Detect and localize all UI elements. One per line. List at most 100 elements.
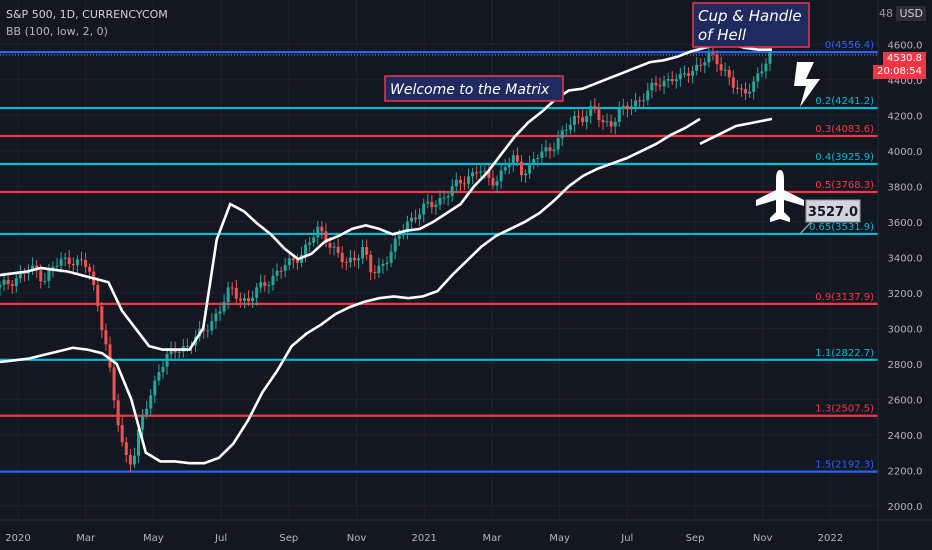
lower-band-tail [699, 117, 773, 145]
candle-body-171 [695, 64, 699, 71]
candle-body-32 [128, 455, 132, 465]
candle-body-26 [104, 330, 108, 345]
fib-label-5: 0.65(3531.9) [809, 222, 874, 233]
candle-body-80 [324, 231, 328, 244]
candle-body-156 [634, 100, 638, 107]
time-axis[interactable]: 2020 Mar May Jul Sep Nov 2021 Mar May Jul Sep Nov 20… [0, 519, 932, 544]
candle-body-176 [715, 54, 719, 65]
candle-body-29 [116, 400, 120, 426]
candle-body-15 [59, 258, 63, 266]
candle-body-158 [642, 100, 646, 102]
currency-indicator[interactable]: 48 USD [879, 6, 926, 21]
candle-body-121 [491, 177, 495, 186]
candle-body-1 [2, 279, 6, 285]
candle-body-109 [442, 197, 446, 199]
candle-body-151 [613, 121, 617, 127]
matrix-callout[interactable]: Welcome to the Matrix [384, 75, 564, 102]
candle-body-38 [153, 380, 157, 396]
currency-label: USD [896, 6, 926, 21]
candle-body-71 [287, 258, 291, 266]
candle-body-135 [548, 147, 552, 152]
fib-label-6: 0.9(3137.9) [815, 292, 874, 303]
candle-body-22 [88, 266, 92, 272]
candle-body-93 [377, 265, 381, 274]
candle-body-185 [752, 81, 756, 92]
candle-body-33 [132, 455, 136, 465]
y-tick-2200: 2200.0 [888, 466, 923, 477]
candle-body-59 [238, 298, 242, 301]
y-tick-4600: 4600.0 [888, 40, 923, 51]
countdown-tag: 20:08:54 [873, 65, 926, 79]
y-tick-4000: 4000.0 [888, 147, 923, 158]
last-price-tag: 4530.8 [883, 52, 926, 66]
candle-body-153 [621, 105, 625, 110]
y-tick-2600: 2600.0 [888, 395, 923, 406]
candle-body-12 [47, 269, 51, 281]
candle-body-21 [84, 260, 88, 267]
x-tick-9: Jul [620, 533, 633, 544]
candle-body-51 [206, 330, 210, 332]
candle-body-27 [108, 344, 112, 368]
candle-body-154 [625, 105, 629, 110]
candle-body-82 [332, 246, 336, 248]
price-axis[interactable]: 2000.0 2200.0 2400.0 2600.0 2800.0 3000.0 3200… [877, 0, 923, 550]
candle-body-161 [654, 82, 658, 86]
candle-body-142 [577, 116, 581, 118]
y-tick-2400: 2400.0 [888, 431, 923, 442]
candle-body-125 [507, 164, 511, 168]
candle-body-117 [475, 172, 479, 174]
candle-body-56 [226, 287, 230, 303]
symbol-title[interactable]: S&P 500, 1D, CURRENCYCOM [6, 8, 168, 21]
candle-body-149 [605, 121, 609, 123]
candle-body-67 [271, 275, 275, 285]
candle-body-165 [670, 78, 674, 82]
candle-body-96 [389, 251, 393, 263]
candle-body-91 [369, 254, 373, 273]
candle-body-73 [295, 260, 299, 263]
candle-body-24 [96, 284, 100, 307]
candle-body-86 [348, 257, 352, 263]
candle-body-134 [544, 147, 548, 152]
target-price-label[interactable]: 3527.0 [799, 199, 861, 235]
candle-body-68 [275, 270, 279, 276]
lower-band-line [0, 117, 701, 465]
candle-body-4 [14, 278, 18, 287]
candle-body-83 [336, 246, 340, 253]
x-tick-2: May [143, 533, 164, 544]
y-tick-3800: 3800.0 [888, 182, 923, 193]
candle-body-53 [214, 313, 218, 322]
candle-body-42 [169, 348, 173, 355]
candle-body-167 [678, 73, 682, 80]
candle-body-103 [418, 214, 422, 220]
candle-body-37 [149, 395, 153, 409]
candle-body-144 [585, 116, 589, 123]
x-tick-10: Sep [686, 533, 705, 544]
cup-handle-callout[interactable]: Cup & Handle of Hell [692, 2, 810, 48]
candle-body-183 [744, 89, 748, 94]
candle-body-61 [247, 298, 251, 302]
candle-body-87 [352, 257, 356, 261]
candle-body-155 [629, 106, 633, 110]
candle-body-2 [6, 279, 10, 285]
candle-body-136 [552, 149, 556, 152]
y-tick-3000: 3000.0 [888, 324, 923, 335]
candle-body-168 [682, 73, 686, 75]
candle-body-128 [519, 161, 523, 176]
candle-body-62 [251, 297, 255, 302]
candle-body-58 [234, 287, 238, 299]
candle-body-85 [344, 261, 348, 263]
candle-body-129 [524, 173, 528, 176]
x-tick-3: Jul [214, 533, 227, 544]
candle-body-44 [177, 351, 181, 353]
indicator-title[interactable]: BB (100, low, 2, 0) [6, 25, 108, 38]
candle-body-126 [511, 155, 515, 165]
candle-body-100 [405, 221, 409, 232]
candle-body-146 [593, 106, 597, 110]
candle-body-3 [10, 284, 14, 287]
candle-body-169 [687, 73, 691, 76]
lightning-icon [794, 62, 820, 107]
y-tick-3400: 3400.0 [888, 253, 923, 264]
candle-body-120 [487, 170, 491, 178]
x-tick-1: Mar [76, 533, 96, 544]
